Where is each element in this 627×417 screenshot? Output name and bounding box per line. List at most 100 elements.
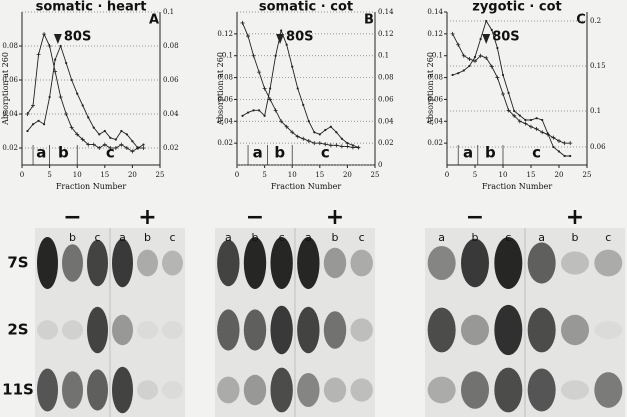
point-plus: [312, 141, 317, 146]
point-dot: [313, 131, 316, 134]
lane-label: a: [438, 231, 445, 244]
sign-minus: −: [246, 205, 264, 230]
point-plus: [334, 143, 339, 148]
region-label: c: [321, 144, 330, 162]
point-dot: [65, 61, 68, 65]
series-line: [452, 19, 571, 157]
y2-tick-label: 0.1: [163, 8, 174, 16]
x-tick-label: 5: [47, 171, 51, 179]
blot-band: [162, 250, 183, 276]
y2-tick-label: 0.2: [590, 17, 601, 25]
point-plus: [108, 146, 113, 150]
point-plus: [268, 97, 273, 102]
point-plus: [130, 149, 135, 154]
point-dot: [501, 73, 505, 77]
blot-band: [62, 244, 83, 282]
lane-label: b: [572, 231, 579, 244]
x-tick-label: 5: [262, 171, 266, 179]
y2-tick-label: 0.04: [378, 117, 394, 125]
point-dot: [307, 120, 310, 123]
point-dot: [54, 58, 57, 61]
y2-tick-label: 0.04: [163, 110, 179, 118]
point-plus: [69, 125, 74, 130]
blot-band: [162, 321, 183, 339]
region-label: c: [532, 144, 541, 162]
blot-band: [527, 368, 556, 412]
blot-band: [112, 366, 133, 414]
point-dot: [479, 37, 482, 41]
panel-letter: B: [364, 13, 374, 28]
region-label: a: [253, 144, 263, 162]
blot-band: [427, 307, 456, 353]
point-plus: [557, 138, 561, 143]
x-tick-label: 20: [343, 171, 352, 179]
point-dot: [92, 126, 95, 129]
point-plus: [80, 137, 85, 142]
point-plus: [529, 124, 533, 129]
point-plus: [456, 42, 461, 47]
y-tick-label: 0.06: [2, 76, 18, 84]
row-label: 2S: [7, 321, 28, 339]
point-dot: [42, 123, 46, 126]
series-line: [242, 22, 359, 148]
point-dot: [125, 133, 128, 136]
y2-tick-label: 0.06: [163, 76, 179, 84]
x-axis-label: Fraction Number: [271, 182, 342, 191]
y-tick-label: 0.08: [427, 74, 443, 82]
blot-band: [461, 238, 489, 288]
point-dot: [263, 114, 266, 117]
blot-band: [137, 321, 158, 339]
point-dot: [269, 87, 272, 90]
blot-band: [270, 367, 293, 413]
point-plus: [323, 142, 328, 147]
x-tick-label: 10: [288, 171, 297, 179]
point-dot: [142, 143, 145, 146]
point-dot: [59, 44, 62, 48]
point-dot: [529, 118, 533, 122]
sign-plus: +: [566, 205, 584, 230]
blot-band: [217, 309, 240, 351]
lane-label: a: [538, 231, 545, 244]
blot-band: [494, 237, 523, 289]
blot-band: [561, 314, 589, 346]
point-dot: [103, 129, 106, 133]
y2-tick-label: 0.1: [378, 52, 389, 60]
x-tick-label: 25: [583, 171, 592, 179]
point-plus: [306, 138, 311, 143]
x-tick-label: 15: [315, 171, 324, 179]
blot-band: [243, 374, 267, 406]
blot-band: [217, 376, 240, 404]
region-label: a: [36, 144, 46, 162]
y-tick-label: 0.12: [427, 30, 443, 38]
y-tick-label: 0.02: [427, 139, 443, 147]
point-dot: [485, 19, 488, 23]
x-axis-label: Fraction Number: [56, 182, 127, 191]
point-dot: [241, 114, 244, 117]
point-dot: [291, 65, 294, 68]
point-plus: [97, 146, 102, 150]
arrow: [482, 34, 491, 44]
point-dot: [541, 118, 544, 122]
point-plus: [523, 121, 528, 126]
point-plus: [540, 130, 545, 135]
blot-band: [37, 368, 58, 412]
point-dot: [490, 28, 493, 32]
lane-label: b: [69, 231, 76, 244]
point-plus: [495, 75, 500, 80]
point-plus: [489, 64, 494, 69]
point-dot: [546, 132, 549, 135]
blot-band: [561, 251, 589, 275]
point-plus: [517, 119, 522, 124]
point-plus: [240, 20, 245, 25]
blot-band: [594, 321, 623, 339]
y2-tick-label: 0.06: [378, 95, 394, 103]
blot-band: [594, 249, 623, 277]
point-plus: [75, 132, 80, 137]
x-tick-label: 5: [473, 171, 477, 179]
lane-label: c: [359, 231, 365, 244]
arrow: [276, 34, 285, 44]
y2-tick-label: 0: [378, 161, 382, 169]
point-dot: [351, 144, 355, 147]
point-plus: [284, 124, 289, 129]
